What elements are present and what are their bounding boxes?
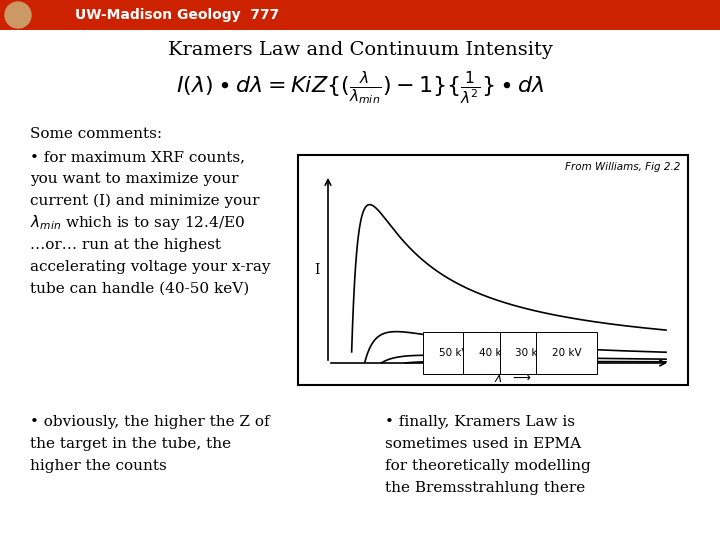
Text: tube can handle (40-50 keV): tube can handle (40-50 keV) bbox=[30, 282, 249, 296]
Text: $\lambda$  $\longrightarrow$: $\lambda$ $\longrightarrow$ bbox=[494, 371, 532, 385]
Text: • for maximum XRF counts,: • for maximum XRF counts, bbox=[30, 150, 245, 164]
Text: 50 kV: 50 kV bbox=[439, 348, 469, 358]
Text: 30 kV: 30 kV bbox=[516, 348, 545, 358]
Text: …or… run at the highest: …or… run at the highest bbox=[30, 238, 221, 252]
Text: sometimes used in EPMA: sometimes used in EPMA bbox=[385, 437, 581, 451]
Text: $\lambda_{min}$ which is to say 12.4/E0: $\lambda_{min}$ which is to say 12.4/E0 bbox=[30, 213, 245, 233]
Bar bbox=[298, 155, 688, 385]
Text: • finally, Kramers Law is: • finally, Kramers Law is bbox=[385, 415, 575, 429]
Bar bbox=[0, 0, 720, 30]
Circle shape bbox=[5, 2, 31, 28]
Text: UW-Madison Geology  777: UW-Madison Geology 777 bbox=[75, 8, 279, 22]
Text: • obviously, the higher the Z of: • obviously, the higher the Z of bbox=[30, 415, 269, 429]
Text: 20 kV: 20 kV bbox=[552, 348, 582, 358]
Text: From Williams, Fig 2.2: From Williams, Fig 2.2 bbox=[564, 162, 680, 172]
Text: 40 kV: 40 kV bbox=[479, 348, 508, 358]
Text: Kramers Law and Continuum Intensity: Kramers Law and Continuum Intensity bbox=[168, 41, 552, 59]
Text: the target in the tube, the: the target in the tube, the bbox=[30, 437, 231, 451]
Text: I: I bbox=[315, 263, 320, 277]
Text: current (I) and minimize your: current (I) and minimize your bbox=[30, 194, 259, 208]
Text: accelerating voltage your x-ray: accelerating voltage your x-ray bbox=[30, 260, 271, 274]
Text: Some comments:: Some comments: bbox=[30, 127, 162, 141]
Text: the Bremsstrahlung there: the Bremsstrahlung there bbox=[385, 481, 585, 495]
Text: higher the counts: higher the counts bbox=[30, 459, 167, 473]
Text: you want to maximize your: you want to maximize your bbox=[30, 172, 238, 186]
Text: for theoretically modelling: for theoretically modelling bbox=[385, 459, 590, 473]
Text: $I(\lambda)\bullet d\lambda = KiZ\{(\frac{\lambda}{\lambda_{min}})-1\}\{\frac{1}: $I(\lambda)\bullet d\lambda = KiZ\{(\fra… bbox=[176, 69, 544, 107]
